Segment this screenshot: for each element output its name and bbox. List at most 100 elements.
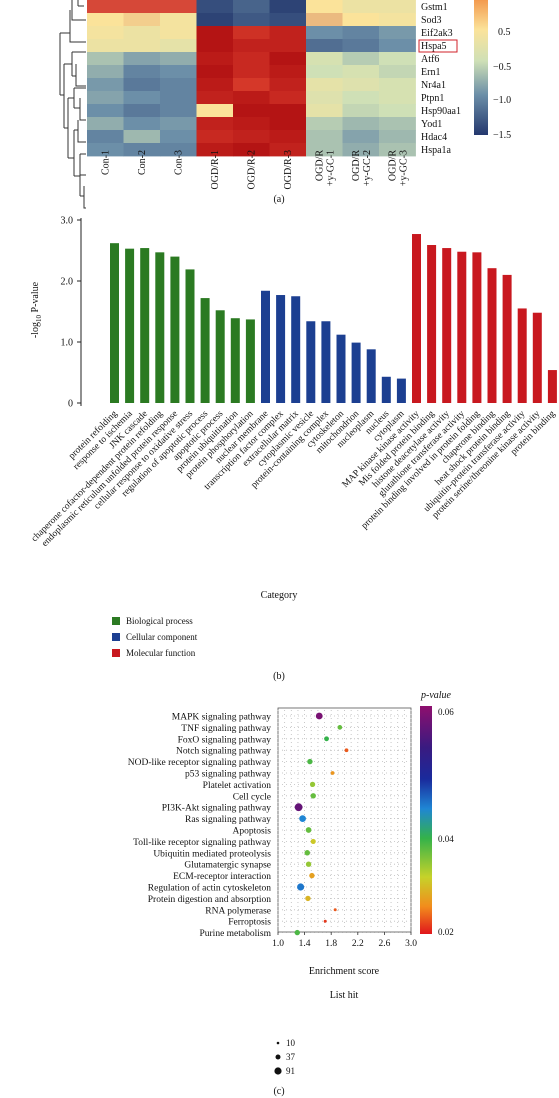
panel-a-heatmap: Park7Gstm1Sod3Eif2ak3Hspa5Atf6Ern1Nr4a1P…	[59, 0, 511, 209]
pathway-dot	[323, 919, 327, 923]
pathway-dot	[294, 929, 300, 936]
bar	[230, 318, 240, 403]
size-legend-label: 37	[286, 1052, 296, 1062]
heatmap-cell	[379, 143, 416, 157]
heatmap-cell	[160, 130, 197, 144]
dots	[294, 712, 349, 936]
pathway-label: NOD-like receptor signaling pathway	[128, 758, 271, 768]
heatmap-cell	[342, 78, 380, 92]
heatmap-cell	[342, 130, 380, 144]
heatmap-cell	[87, 130, 124, 144]
heatmap-cell	[306, 143, 343, 157]
pvalue-legend-title: p-value	[420, 690, 452, 701]
gene-label: Hspa1a	[421, 145, 452, 156]
colorbar-tick: −0.5	[493, 62, 511, 73]
bars	[110, 234, 557, 403]
heatmap-cell	[233, 91, 270, 105]
heatmap-cell	[87, 104, 124, 118]
pathway-dot	[330, 771, 335, 775]
heatmap-cell	[233, 13, 270, 27]
panel-b-bar-chart: 0 1.0 2.0 3.0 -log10 P-value protein refold…	[29, 216, 558, 683]
heatmap-cell	[87, 13, 124, 27]
heatmap-cell	[233, 130, 270, 144]
bar	[170, 256, 180, 403]
heatmap-cell	[342, 65, 380, 79]
heatmap-cell	[196, 91, 234, 105]
pathway-label: p53 signaling pathway	[185, 770, 271, 780]
bar	[472, 252, 482, 403]
heatmap-cell	[379, 78, 416, 92]
x-tick-label: 1.4	[299, 939, 311, 949]
sample-label: OGD/R-3	[283, 150, 294, 189]
pathway-label: TNF signaling pathway	[181, 724, 271, 734]
pvalue-tick: 0.02	[438, 927, 454, 937]
heatmap-cell	[379, 39, 416, 53]
pvalue-gradient	[420, 706, 432, 934]
pvalue-colorbar: p-value 0.06 0.04 0.02	[420, 690, 454, 937]
bar	[261, 290, 270, 403]
bar	[110, 243, 119, 403]
heatmap-cell	[87, 91, 124, 105]
highlight-box	[418, 39, 458, 53]
heatmap-cell	[160, 78, 197, 92]
legend-label: Cellular component	[126, 632, 198, 642]
heatmap-cell	[233, 0, 270, 14]
heatmap-cell	[123, 13, 161, 27]
heatmap-cell	[306, 52, 343, 66]
y-tick-label: 2.0	[61, 277, 74, 288]
heatmap-cell	[196, 26, 234, 40]
gene-labels: Park7Gstm1Sod3Eif2ak3Hspa5Atf6Ern1Nr4a1P…	[421, 2, 461, 156]
pathway-dot	[297, 883, 305, 891]
plot-frame	[277, 707, 412, 933]
heatmap-cell	[306, 117, 343, 131]
pathway-dot	[305, 895, 311, 902]
heatmap-cell	[160, 39, 197, 53]
heatmap-cell	[379, 52, 416, 66]
pathway-label: ECM-receptor interaction	[173, 872, 271, 882]
sample-label: OGD/R-1	[210, 150, 221, 189]
heatmap-cell	[196, 117, 234, 131]
heatmap-cell	[379, 13, 416, 27]
bar	[155, 252, 165, 403]
legend-label: Biological process	[126, 616, 193, 626]
y-tick-label: 0	[68, 399, 73, 410]
heatmap-cell	[306, 104, 343, 118]
heatmap-cells	[87, 0, 416, 157]
bar	[532, 312, 542, 403]
heatmap-cell	[87, 52, 124, 66]
heatmap-cell	[123, 26, 161, 40]
pathway-label: RNA polymerase	[205, 906, 271, 916]
heatmap-cell	[123, 91, 161, 105]
pathway-dot	[333, 908, 337, 912]
pathway-label: Purine metabolism	[199, 929, 271, 939]
bar	[381, 376, 391, 403]
heatmap-cell	[306, 39, 343, 53]
heatmap-cell	[342, 39, 380, 53]
heatmap-cell	[160, 143, 197, 157]
bar-y-axis-label: -log10 P-value	[30, 281, 43, 338]
bar	[200, 298, 210, 403]
heatmap-cell	[160, 13, 197, 27]
gene-label: Sod3	[421, 15, 442, 26]
x-tick-label: 2.6	[378, 939, 390, 949]
pathway-label: FoxO signaling pathway	[178, 735, 272, 745]
legend-swatch-molecular-function	[112, 649, 120, 657]
size-legend-label: 91	[286, 1066, 295, 1076]
row-dendrogram	[59, 0, 86, 209]
heatmap-cell	[269, 65, 307, 79]
heatmap-cell	[87, 26, 124, 40]
bar	[547, 370, 557, 403]
heatmap-cell	[269, 26, 307, 40]
heatmap-cell	[342, 143, 380, 157]
bar	[517, 308, 527, 403]
pathway-dot	[305, 827, 312, 833]
heatmap-cell	[306, 0, 343, 14]
heatmap-colorbar: 0.5 −0.5 −1.0 −1.5	[474, 0, 511, 141]
size-legend-dot	[274, 1067, 282, 1075]
heatmap-cell	[233, 117, 270, 131]
heatmap-cell	[87, 78, 124, 92]
colorbar-tick: 0.5	[498, 27, 511, 38]
heatmap-cell	[269, 13, 307, 27]
